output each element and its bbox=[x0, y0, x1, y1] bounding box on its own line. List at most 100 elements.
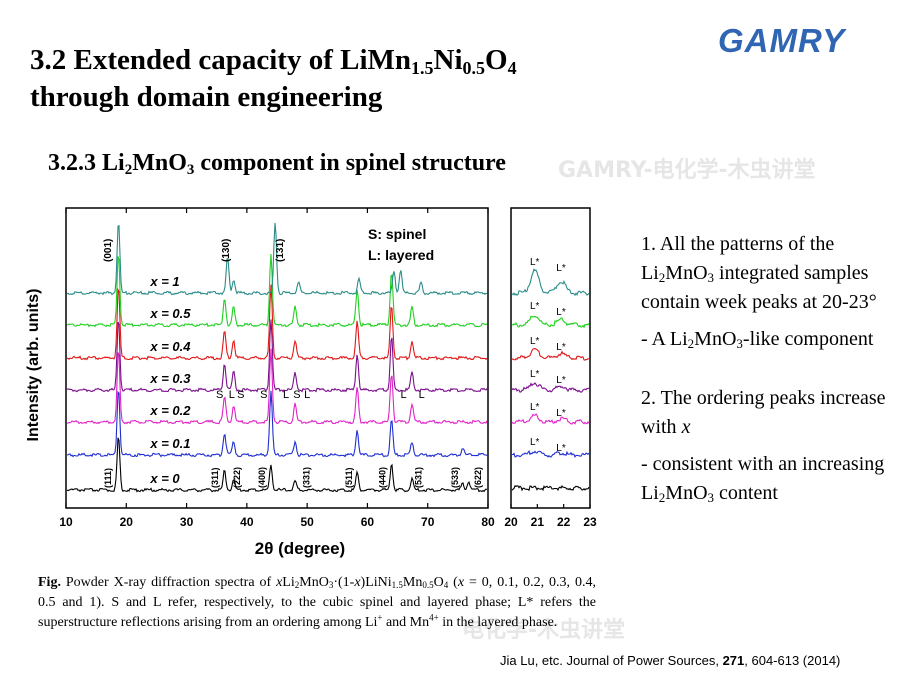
main-plot-area: 10 20 30 40 50 60 70 80 x = 0 x = 0.1 x = 0.2 x = 0… bbox=[59, 207, 495, 529]
inset-series-line bbox=[511, 413, 590, 425]
caption-text: Mn bbox=[402, 575, 423, 590]
phase-mark-label: L bbox=[229, 389, 235, 401]
caption-text: Powder X-ray diffraction spectra of bbox=[60, 575, 277, 590]
series-line bbox=[66, 319, 488, 393]
miller-index-label: (511) bbox=[344, 467, 354, 488]
miller-index-label: (131) bbox=[275, 239, 286, 262]
series-label: x = 0.4 bbox=[149, 339, 191, 354]
bullet-4: - consistent with an increasing Li2MnO3 … bbox=[641, 450, 891, 508]
title-text: O bbox=[485, 44, 508, 76]
bullet-text: -like component bbox=[742, 328, 874, 350]
caption-text: MnO bbox=[299, 575, 329, 590]
caption-fig-label: Fig. bbox=[38, 575, 61, 590]
inset-mark-label: L* bbox=[530, 301, 540, 312]
inset-mark-label: L* bbox=[556, 307, 566, 318]
citation: Jia Lu, etc. Journal of Power Sources, 2… bbox=[500, 653, 840, 668]
phase-mark-label: S bbox=[237, 389, 244, 401]
gamry-logo: GAMRY bbox=[718, 22, 880, 62]
inset-mark-label: L* bbox=[530, 402, 540, 413]
caption-subscript: 4 bbox=[443, 580, 449, 590]
miller-index-label: (531) bbox=[414, 467, 424, 488]
bullet-subscript: 2 bbox=[687, 336, 695, 351]
bullet-text: - A Li bbox=[641, 328, 688, 350]
bullet-subscript: 2 bbox=[658, 490, 666, 505]
x-tick-label: 70 bbox=[421, 515, 435, 529]
inset-x-tick-label: 20 bbox=[504, 515, 518, 529]
phase-mark-label: L bbox=[401, 389, 407, 401]
bullet-3: 2. The ordering peaks increase with x bbox=[641, 384, 891, 442]
series-label: x = 0.5 bbox=[149, 306, 191, 321]
subtitle-text: MnO bbox=[132, 150, 187, 176]
inset-series-line bbox=[511, 315, 590, 329]
miller-index-label: (622) bbox=[473, 467, 483, 488]
series-label: x = 0.3 bbox=[149, 371, 191, 386]
series-label: x = 0.2 bbox=[149, 403, 191, 418]
inset-plot-area: 20 21 22 23 L* L* L* L* L* L* L* L* L* L* L* L* bbox=[504, 207, 597, 529]
series-label: x = 1 bbox=[149, 274, 179, 289]
bullet-text: integrated samples contain week peaks at… bbox=[641, 262, 877, 313]
citation-authors: Jia Lu, etc. Journal of Power Sources, bbox=[500, 653, 723, 668]
bullet-text: MnO bbox=[665, 262, 708, 284]
x-tick-label: 50 bbox=[300, 515, 314, 529]
caption-text: Li bbox=[282, 575, 295, 590]
x-tick-label: 80 bbox=[481, 515, 495, 529]
bullet-list: 1. All the patterns of the Li2MnO3 integ… bbox=[641, 230, 891, 508]
inset-mark-label: L* bbox=[530, 369, 540, 380]
inset-mark-label: L* bbox=[556, 443, 566, 454]
series-label: x = 0.1 bbox=[149, 436, 190, 451]
legend-layered: L: layered bbox=[368, 247, 434, 263]
inset-mark-label: L* bbox=[556, 375, 566, 386]
miller-index-label: (400) bbox=[257, 467, 267, 488]
inset-plot-frame bbox=[510, 207, 591, 509]
bullet-text: 1. All the patterns of the Li bbox=[641, 233, 835, 284]
logo-text: GAMRY bbox=[718, 22, 846, 59]
bullet-subscript: 3 bbox=[707, 270, 715, 285]
caption-text: O bbox=[433, 575, 444, 590]
miller-index-label: (331) bbox=[302, 467, 312, 488]
caption-italic: x bbox=[457, 575, 465, 590]
caption-subscript: 2 bbox=[294, 580, 300, 590]
title-text: Ni bbox=[433, 44, 463, 76]
bullet-2: - A Li2MnO3-like component bbox=[641, 325, 891, 354]
x-tick-label: 40 bbox=[240, 515, 254, 529]
citation-volume: 271 bbox=[722, 653, 745, 668]
x-tick-label: 60 bbox=[361, 515, 375, 529]
inset-mark-label: L* bbox=[530, 437, 540, 448]
caption-subscript: 1.5 bbox=[391, 580, 403, 590]
title-subscript: 0.5 bbox=[462, 58, 486, 78]
subtitle-subscript: 3 bbox=[186, 162, 195, 178]
miller-index-label: (001) bbox=[103, 239, 114, 262]
miller-index-label: (440) bbox=[378, 467, 388, 488]
caption-text: in the layered phase. bbox=[438, 615, 558, 630]
x-tick-label: 30 bbox=[180, 515, 194, 529]
inset-series-line bbox=[511, 450, 590, 458]
bullet-text: content bbox=[714, 482, 778, 504]
series-label: x = 0 bbox=[149, 471, 180, 486]
inset-mark-label: L* bbox=[556, 408, 566, 419]
series-line bbox=[66, 284, 488, 361]
phase-mark-label: S bbox=[293, 389, 300, 401]
caption-superscript: 4+ bbox=[429, 612, 439, 623]
x-axis-label: 2θ (degree) bbox=[255, 539, 345, 558]
figure-caption: Fig. Powder X-ray diffraction spectra of… bbox=[38, 573, 596, 633]
series-line bbox=[66, 348, 488, 425]
watermark-top: GAMRY-电化学-木虫讲堂 bbox=[558, 158, 816, 183]
bullet-subscript: 2 bbox=[658, 270, 666, 285]
title-subscript: 4 bbox=[507, 58, 517, 78]
phase-mark-label: L bbox=[419, 389, 425, 401]
miller-index-label: (311) bbox=[210, 467, 220, 488]
caption-text: )LiNi bbox=[360, 575, 392, 590]
y-axis-label: Intensity (arb. units) bbox=[25, 289, 42, 442]
miller-index-label: (111) bbox=[103, 468, 113, 488]
title-text: 3.2 Extended capacity of LiMn bbox=[30, 44, 412, 76]
inset-series-line bbox=[511, 268, 590, 297]
watermark-bottom: 电化学-木虫讲堂 bbox=[462, 618, 626, 643]
legend-spinel: S: spinel bbox=[368, 226, 426, 242]
bullet-subscript: 3 bbox=[707, 490, 715, 505]
phase-mark-label: S bbox=[260, 389, 267, 401]
phase-mark-label: S bbox=[216, 389, 223, 401]
bullet-text: 2. The ordering peaks increase with bbox=[641, 387, 886, 438]
inset-mark-label: L* bbox=[530, 257, 540, 268]
inset-series-line bbox=[511, 347, 590, 361]
inset-mark-label: L* bbox=[530, 336, 540, 347]
